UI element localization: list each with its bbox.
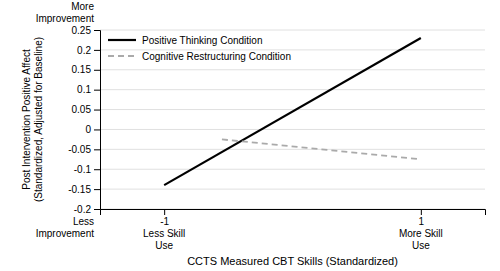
grid-line [100, 89, 485, 90]
tick: -0.2 [74, 204, 100, 215]
chart: -1 1 -0.2 -0.15 -0.1 -0.05 0 0.05 0.1 0.15 0.2 0.25… [0, 0, 500, 271]
tick-mark [94, 30, 100, 31]
annotation: More SkillUse [399, 228, 443, 251]
y-axis-title: Post Intervention Positive Affect(Standa… [21, 37, 44, 202]
tick-mark [94, 209, 100, 210]
series-line [222, 139, 421, 159]
legend-item: Positive Thinking Condition [108, 35, 262, 46]
tick-mark [94, 90, 100, 91]
grid-line [100, 69, 485, 70]
tick-mark [164, 209, 165, 215]
tick-mark [94, 50, 100, 51]
tick: 0.05 [72, 104, 100, 115]
legend-swatch [108, 55, 136, 57]
tick: -0.1 [74, 164, 100, 175]
annotation-group: Less SkillUse [143, 228, 185, 251]
x-axis-title: CCTS Measured CBT Skills (Standardized) [187, 255, 398, 267]
tick: -0.15 [68, 184, 100, 195]
grid-line [100, 189, 485, 190]
tick: -0.05 [68, 144, 100, 155]
tick-label: -0.15 [68, 184, 91, 195]
y-title-group: Post Intervention Positive Affect(Standa… [21, 37, 44, 202]
axis-line [101, 210, 486, 216]
grid-line [100, 169, 485, 170]
legend-item: Cognitive Restructuring Condition [108, 51, 291, 62]
grid-line [100, 129, 485, 130]
tick-label: 0.25 [72, 25, 92, 36]
x-axis: -1 1 [101, 209, 486, 227]
tick-label: 1 [419, 216, 425, 227]
tick-mark [94, 110, 100, 111]
tick-label: 0.05 [72, 104, 92, 115]
tick: 0.1 [77, 84, 100, 95]
x-title-group: CCTS Measured CBT Skills (Standardized) [187, 255, 398, 267]
tick-label: 0.2 [77, 45, 91, 56]
tick-label: -0.05 [68, 144, 91, 155]
grid-line [100, 149, 485, 150]
tick-label: -0.2 [74, 204, 92, 215]
tick-label: 0.15 [72, 64, 92, 75]
axis-line [94, 31, 101, 210]
tick-label: -1 [160, 216, 169, 227]
legend-label: Positive Thinking Condition [142, 35, 262, 46]
tick-label: 0 [85, 124, 91, 135]
tick-mark [94, 129, 100, 130]
grid-line [100, 30, 485, 31]
annotation: Less SkillUse [143, 228, 185, 251]
legend: Positive Thinking Condition Cognitive Res… [108, 35, 291, 62]
tick: 0.25 [72, 25, 100, 36]
grid [100, 30, 485, 209]
tick-label: 0.1 [77, 84, 91, 95]
tick: 1 [419, 209, 425, 227]
tick-mark [94, 149, 100, 150]
annotation: LessImprovement [36, 216, 95, 239]
legend-label: Cognitive Restructuring Condition [142, 51, 291, 62]
y-axis: -0.2 -0.15 -0.1 -0.05 0 0.05 0.1 0.15 0.2 0.25 [68, 25, 100, 215]
tick-mark [94, 189, 100, 190]
tick: -1 [160, 209, 169, 227]
tick-mark [421, 209, 422, 215]
legend-swatch [108, 39, 136, 41]
annotation-group: More SkillUse [399, 228, 443, 251]
tick-mark [94, 169, 100, 170]
annotation-group: LessImprovement [36, 216, 95, 239]
tick: 0.2 [77, 45, 100, 56]
tick: 0 [85, 124, 100, 135]
plot: -1 1 -0.2 -0.15 -0.1 -0.05 0 0.05 0.1 0.15 0.2 0.25… [21, 1, 486, 267]
annotation: MoreImprovement [36, 1, 95, 24]
tick-mark [94, 70, 100, 71]
grid-line [100, 109, 485, 110]
tick: 0.15 [72, 64, 100, 75]
tick-label: -0.1 [74, 164, 92, 175]
annotation-group: MoreImprovement [36, 1, 95, 24]
